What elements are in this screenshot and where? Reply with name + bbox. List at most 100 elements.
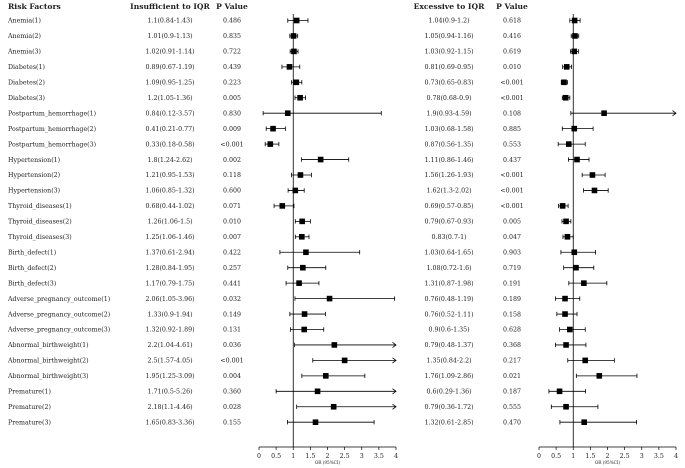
excessive-p-value: 0.719 — [503, 265, 521, 272]
insufficient-or-ci: 1.02(0.91-1.14) — [145, 49, 194, 56]
point-estimate — [563, 218, 569, 225]
point-estimate — [299, 218, 305, 225]
excessive-or-ci: 1.03(0.92-1.15) — [424, 49, 473, 56]
excessive-p-value: 0.191 — [503, 280, 521, 287]
insufficient-or-ci: 0.41(0.21-0.77) — [145, 126, 194, 133]
risk-factor-label: Thyroid_diseases(3) — [8, 234, 72, 241]
point-estimate — [581, 280, 587, 286]
excessive-or-ci: 1.9(0.93-4.59) — [426, 110, 471, 117]
insufficient-p-value: 0.131 — [223, 327, 241, 334]
insufficient-or-ci: 1.37(0.61-2.94) — [145, 249, 194, 256]
risk-factor-label: Anemia(2) — [7, 33, 41, 40]
excessive-p-value: 0.885 — [503, 126, 521, 133]
excessive-p-value: <0.001 — [500, 80, 523, 87]
forest-panel-excessive: 0 0.5 1 1.5 2 2.5 3 3.5 4 OR (95%CI) — [537, 14, 678, 465]
risk-factor-label: Adverse_pregnancy_outcome(1) — [7, 296, 110, 303]
point-estimate — [314, 388, 321, 395]
excessive-p-value: 0.618 — [503, 18, 521, 25]
point-estimate — [293, 17, 300, 24]
excessive-or-ci: 0.76(0.48-1.19) — [424, 296, 473, 303]
risk-factor-label: Adverse_pregnancy_outcome(3) — [7, 327, 110, 334]
point-estimate — [270, 125, 276, 132]
insufficient-or-ci: 1.32(0.92-1.89) — [145, 327, 194, 334]
point-estimate — [291, 48, 297, 55]
insufficient-or-ci: 1.26(1.06-1.5) — [147, 219, 192, 226]
insufficient-or-ci: 1.95(1.25-3.09) — [145, 373, 194, 380]
insufficient-p-value: 0.007 — [223, 234, 241, 241]
risk-factor-label: Birth_defect(2) — [8, 265, 56, 272]
insufficient-p-value: 0.032 — [223, 296, 241, 303]
excessive-or-ci: 0.79(0.67-0.93) — [424, 219, 473, 226]
excessive-p-value: 0.021 — [503, 373, 521, 380]
point-estimate — [317, 156, 324, 163]
x-tick-label: 0 — [537, 453, 541, 460]
x-tick-label: 2 — [325, 453, 329, 460]
point-estimate — [564, 234, 571, 240]
forest-panel-insufficient: 0 0.5 1 1.5 2 2.5 3 3.5 4 OR (95%CI) — [257, 14, 398, 465]
x-tick-label: 1.5 — [305, 453, 315, 460]
point-estimate — [293, 79, 300, 86]
point-estimate — [571, 17, 578, 24]
header-excessive-estimate: Excessive to IQR — [414, 2, 485, 11]
risk-factor-label: Hypertension(2) — [8, 172, 60, 179]
point-estimate — [341, 357, 348, 364]
x-tick-label: 4 — [674, 453, 678, 460]
header-insufficient-estimate: Insufficient to IQR — [130, 2, 210, 11]
excessive-or-ci: 0.79(0.48-1.37) — [424, 342, 473, 349]
risk-factor-label: Adverse_pregnancy_outcome(2) — [7, 311, 110, 318]
excessive-p-value: 0.158 — [503, 311, 521, 318]
risk-factor-label: Premature(1) — [8, 389, 51, 396]
header-insufficient-p: P Value — [216, 2, 248, 11]
point-estimate — [284, 110, 291, 116]
point-estimate — [573, 264, 579, 271]
x-tick-label: 2.5 — [340, 453, 350, 460]
insufficient-p-value: 0.155 — [223, 419, 241, 426]
risk-factor-label: Premature(3) — [8, 419, 51, 426]
excessive-p-value: 0.047 — [503, 234, 521, 241]
insufficient-or-ci: 1.33(0.9-1.94) — [147, 311, 192, 318]
point-estimate — [303, 249, 309, 256]
point-estimate — [279, 203, 286, 209]
point-estimate — [581, 419, 588, 425]
point-estimate — [563, 64, 570, 70]
insufficient-or-ci: 0.68(0.44-1.02) — [145, 203, 194, 210]
insufficient-or-ci: 1.25(1.06-1.46) — [145, 234, 194, 241]
excessive-or-ci: 1.11(0.86-1.46) — [424, 157, 473, 164]
excessive-p-value: 0.108 — [503, 110, 521, 117]
insufficient-or-ci: 1.71(0.5-5.26) — [147, 389, 192, 396]
insufficient-or-ci: 1.28(0.84-1.95) — [145, 265, 194, 272]
excessive-or-ci: 0.73(0.65-0.83) — [424, 80, 473, 87]
insufficient-or-ci: 1.8(1.24-2.62) — [147, 157, 192, 164]
excessive-p-value: <0.001 — [500, 95, 523, 102]
point-estimate — [297, 172, 304, 178]
excessive-p-value: 0.187 — [503, 389, 521, 396]
x-tick-label: 0.5 — [271, 453, 281, 460]
insufficient-p-value: 0.257 — [223, 265, 241, 272]
x-tick-label: 0.5 — [551, 453, 561, 460]
insufficient-p-value: 0.830 — [223, 110, 241, 117]
excessive-p-value: 0.217 — [503, 358, 521, 365]
x-axis-label: OR (95%CI) — [315, 460, 341, 465]
risk-factor-label: Anemia(1) — [7, 18, 41, 25]
point-estimate — [563, 342, 569, 348]
excessive-or-ci: 1.56(1.26-1.93) — [424, 172, 473, 179]
x-tick-label: 1 — [571, 453, 575, 460]
excessive-or-ci: 0.9(0.6-1.35) — [428, 327, 469, 334]
risk-factor-label: Postpartum_hemorrhage(2) — [8, 126, 96, 133]
x-tick-label: 1.5 — [585, 453, 595, 460]
excessive-p-value: 0.553 — [503, 141, 521, 148]
point-estimate — [571, 249, 578, 256]
insufficient-p-value: 0.422 — [223, 249, 241, 256]
excessive-p-value: 0.619 — [503, 49, 521, 56]
point-estimate — [563, 403, 569, 410]
x-tick-label: 1 — [291, 453, 295, 460]
point-estimate — [582, 357, 589, 364]
insufficient-p-value: 0.360 — [223, 389, 241, 396]
header-risk-factors: Risk Factors — [8, 2, 61, 11]
point-estimate — [290, 33, 297, 39]
insufficient-or-ci: 1.06(0.85-1.32) — [145, 188, 194, 195]
point-estimate — [296, 280, 302, 286]
x-tick-label: 2 — [605, 453, 609, 460]
table-body: Anemia(1) 1.1(0.84-1.43) 0.486 Anemia(2) 1.0… — [7, 18, 524, 427]
